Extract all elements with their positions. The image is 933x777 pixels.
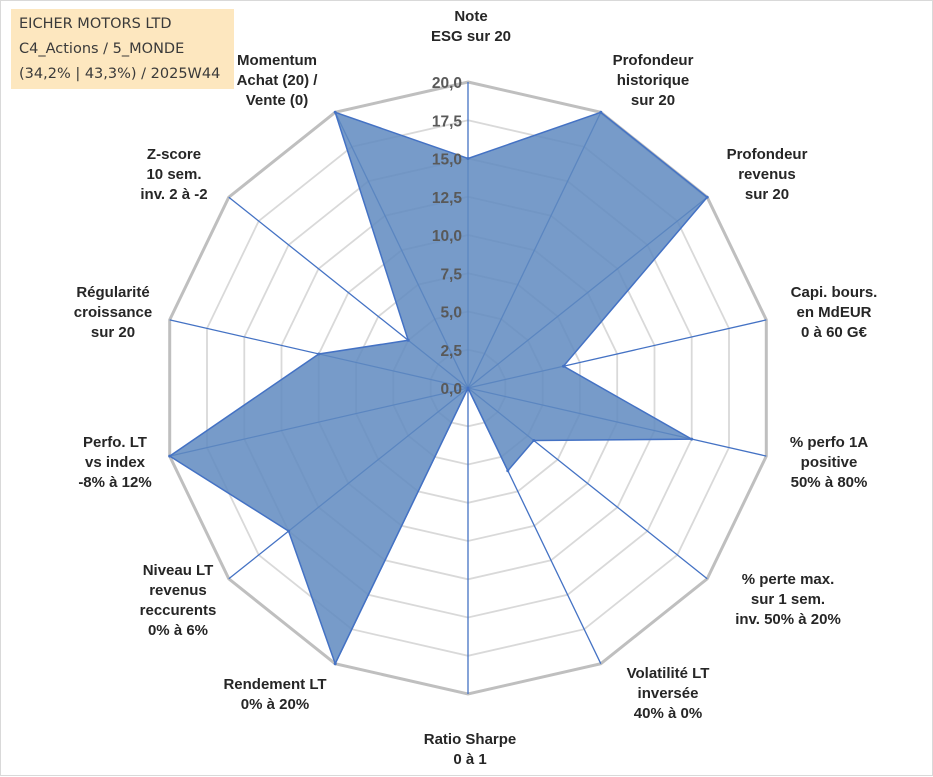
data-point [287, 529, 291, 533]
data-point [333, 662, 337, 666]
axis-label-line: Vente (0) [246, 92, 309, 109]
axis-label-line: revenus [738, 166, 796, 183]
axis-label-line: reccurents [140, 602, 217, 619]
axis-label-line: 50% à 80% [791, 474, 868, 491]
axis-label-line: inv. 50% à 20% [735, 611, 841, 628]
company-name: EICHER MOTORS LTD [19, 16, 172, 32]
axis-label-line: croissance [74, 304, 152, 321]
axis-label: Rendement LT 0% à 20% [223, 676, 326, 713]
data-point [506, 469, 510, 473]
axis-label: % perte max. sur 1 sem. inv. 50% à 20% [735, 571, 841, 628]
axis-label-line: 0% à 6% [148, 622, 208, 639]
axis-label-line: Profondeur [613, 52, 694, 69]
data-point [406, 338, 410, 342]
axis-label: % perfo 1A positive 50% à 80% [790, 434, 869, 491]
data-point [466, 157, 470, 160]
radial-tick-labels: 0,0 2,5 5,0 7,5 10,0 12,5 15,0 17,5 20,0 [432, 75, 463, 398]
axis-label-line: positive [801, 454, 858, 471]
axis-label-line: inv. 2 à -2 [140, 186, 207, 203]
axis-label-line: inversée [638, 685, 699, 702]
axis-label-line: historique [617, 72, 690, 89]
axis-label: Profondeur historique sur 20 [613, 52, 694, 109]
axis-label-line: 0 à 60 G€ [801, 324, 868, 341]
axis-label-line: Profondeur [727, 146, 808, 163]
axis-label: Profondeur revenus sur 20 [727, 146, 808, 203]
tick-label: 0,0 [440, 381, 462, 398]
tick-label: 2,5 [440, 343, 462, 360]
axis-label-line: revenus [149, 582, 207, 599]
axis-label-line: Z-score [147, 146, 201, 163]
axis-label-line: 0% à 20% [241, 696, 309, 713]
data-point [562, 364, 565, 368]
axis-label: Momentum Achat (20) / Vente (0) [237, 52, 319, 109]
data-point [599, 110, 603, 114]
data-point [532, 439, 536, 442]
tick-label: 20,0 [432, 75, 462, 92]
axis-label-line: 10 sem. [146, 166, 201, 183]
tick-label: 15,0 [432, 152, 462, 169]
data-point [317, 352, 321, 356]
axis-label-line: ESG sur 20 [431, 28, 511, 45]
axis-label-line: Capi. bours. [791, 284, 878, 301]
tick-label: 17,5 [432, 113, 463, 130]
axis-label-line: 0 à 1 [453, 751, 486, 768]
axis-label-line: vs index [85, 454, 146, 471]
axis-label-line: sur 20 [745, 186, 789, 203]
data-point [690, 437, 694, 441]
data-point [705, 195, 709, 199]
axis-label-line: % perfo 1A [790, 434, 869, 451]
axis-label-line: sur 20 [91, 324, 135, 341]
axis-label: Z-score 10 sem. inv. 2 à -2 [140, 146, 207, 203]
axis-label-line: Momentum [237, 52, 317, 69]
axis-label: Ratio Sharpe 0 à 1 [424, 731, 517, 768]
radar-series [168, 110, 709, 666]
axis-label-line: % perte max. [742, 571, 835, 588]
axis-label: Niveau LT revenus reccurents 0% à 6% [140, 562, 217, 639]
tick-label: 10,0 [432, 228, 462, 245]
axis-label-line: Régularité [76, 284, 149, 301]
axis-label-line: sur 1 sem. [751, 591, 825, 608]
axis-label-line: en MdEUR [797, 304, 872, 321]
axis-labels: Note ESG sur 20 Profondeur historique sur 20… [74, 8, 878, 768]
axis-label: Volatilité LT inversée 40% à 0% [627, 665, 710, 722]
portfolio-category: C4_Actions / 5_MONDE [19, 41, 185, 57]
axis-label-line: Perfo. LT [83, 434, 147, 451]
axis-label: Régularité croissance sur 20 [74, 284, 152, 341]
axis-label-line: Niveau LT [143, 562, 214, 579]
axis-label-line: Ratio Sharpe [424, 731, 517, 748]
data-point [333, 110, 337, 114]
axis-label: Note ESG sur 20 [431, 8, 511, 45]
axis-label: Capi. bours. en MdEUR 0 à 60 G€ [791, 284, 878, 341]
axis-label-line: Achat (20) / [237, 72, 319, 89]
data-point [466, 386, 470, 390]
axis-label-line: Note [454, 8, 487, 25]
tick-label: 12,5 [432, 190, 463, 207]
data-point [168, 454, 172, 458]
axis-label-line: -8% à 12% [78, 474, 151, 491]
axis-label-line: 40% à 0% [634, 705, 702, 722]
axis-label-line: sur 20 [631, 92, 675, 109]
axis-label-line: Volatilité LT [627, 665, 710, 682]
chart-title-box: EICHER MOTORS LTD C4_Actions / 5_MONDE (… [11, 9, 234, 89]
tick-label: 7,5 [440, 266, 462, 283]
axis-label: Perfo. LT vs index -8% à 12% [78, 434, 151, 491]
axis-label-line: Rendement LT [223, 676, 326, 693]
score-and-week: (34,2% | 43,3%) / 2025W44 [19, 66, 221, 82]
tick-label: 5,0 [440, 305, 462, 322]
